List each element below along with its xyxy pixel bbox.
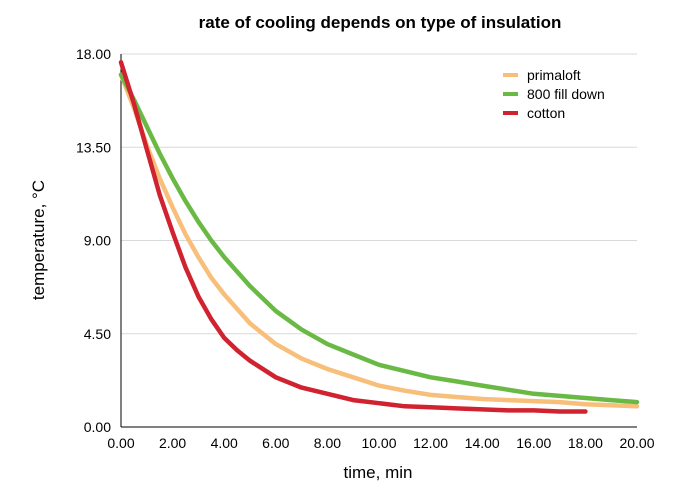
series-lines xyxy=(118,60,640,414)
legend-label-800-fill-down: 800 fill down xyxy=(527,86,605,102)
y-axis-title: temperature, °C xyxy=(29,180,48,300)
series-line-cotton xyxy=(118,60,588,414)
y-tick-label: 4.50 xyxy=(84,326,111,342)
x-tick-label: 18.00 xyxy=(568,435,603,451)
x-tick-labels: 0.00 2.00 4.00 6.00 8.00 10.00 12.00 14.00 16.00… xyxy=(107,435,654,451)
x-tick-label: 16.00 xyxy=(516,435,551,451)
y-tick-label: 0.00 xyxy=(84,419,111,435)
y-tick-label: 9.00 xyxy=(84,233,111,249)
legend-label-cotton: cotton xyxy=(527,105,565,121)
x-tick-label: 20.00 xyxy=(619,435,654,451)
y-tick-labels: 0.00 4.50 9.00 13.50 18.00 xyxy=(76,46,111,435)
x-tick-label: 2.00 xyxy=(159,435,186,451)
legend-label-primaloft: primaloft xyxy=(527,67,581,83)
legend: primaloft 800 fill down cotton xyxy=(503,67,605,121)
x-axis-title: time, min xyxy=(344,463,413,482)
gridlines xyxy=(121,53,637,335)
y-tick-label: 13.50 xyxy=(76,139,111,155)
x-tick-label: 0.00 xyxy=(107,435,134,451)
series-line-primaloft xyxy=(118,72,640,409)
axes xyxy=(120,54,637,428)
x-tick-label: 6.00 xyxy=(262,435,289,451)
y-tick-label: 18.00 xyxy=(76,46,111,62)
x-tick-label: 8.00 xyxy=(314,435,341,451)
x-tick-label: 10.00 xyxy=(361,435,396,451)
x-tick-label: 14.00 xyxy=(465,435,500,451)
x-tick-label: 4.00 xyxy=(211,435,238,451)
series-line-800-fill-down xyxy=(118,72,640,405)
chart-title: rate of cooling depends on type of insul… xyxy=(199,13,562,32)
x-tick-label: 12.00 xyxy=(413,435,448,451)
